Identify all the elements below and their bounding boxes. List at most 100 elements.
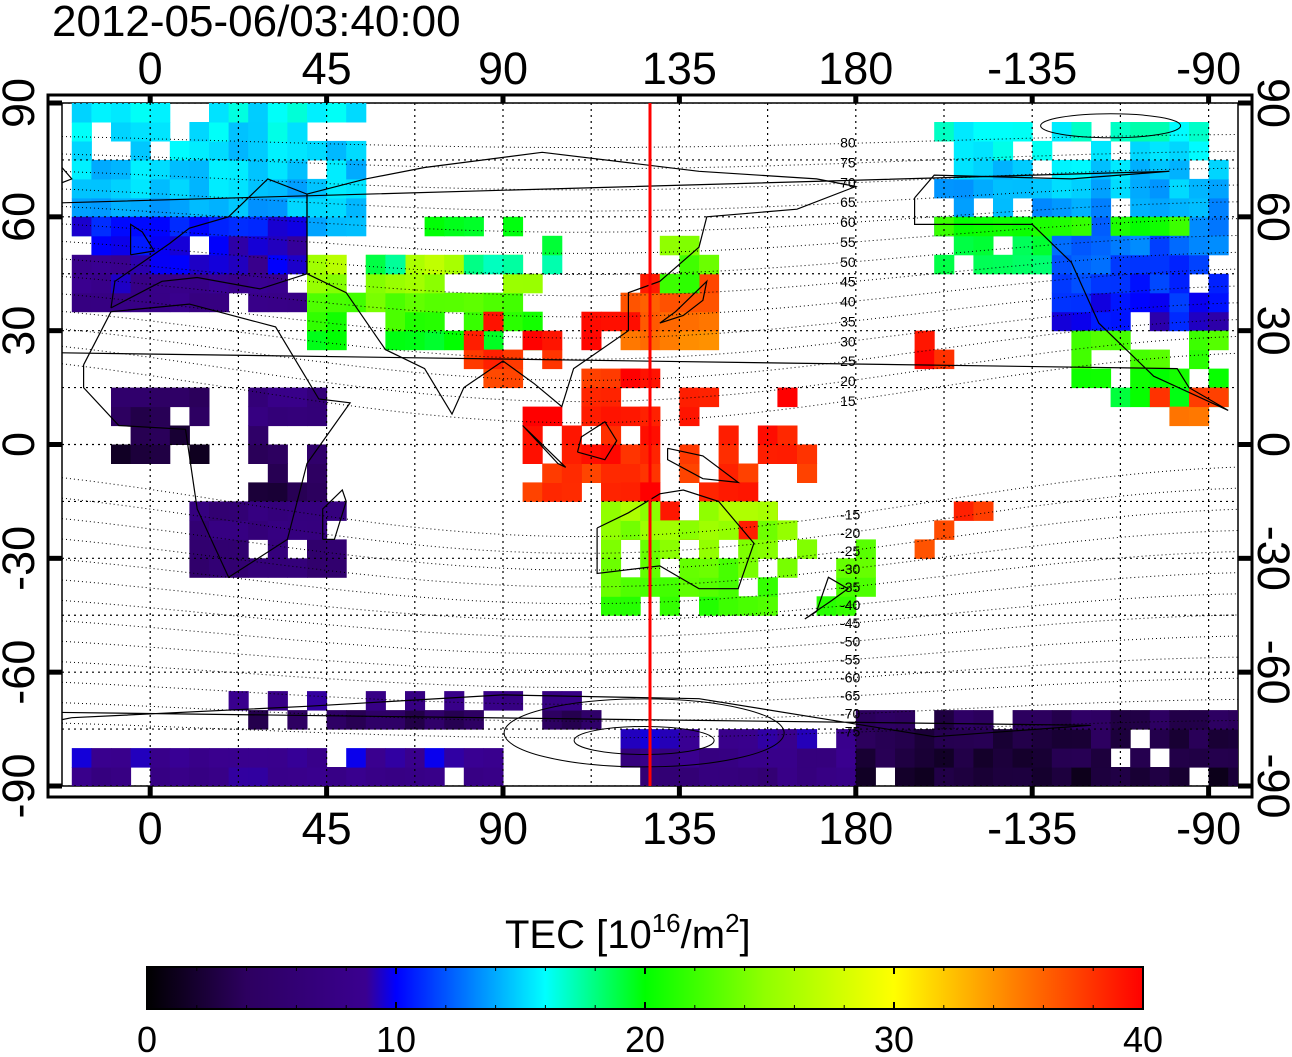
- contour-label: -15: [840, 507, 860, 523]
- tec-cell: [953, 178, 974, 199]
- tec-cell: [1091, 216, 1112, 237]
- tec-cell: [1149, 767, 1170, 786]
- tec-cell: [659, 577, 680, 597]
- right-tick-label: -60: [1248, 640, 1292, 705]
- tec-cell: [209, 122, 230, 142]
- tec-cell: [91, 767, 112, 786]
- mag-contour: [62, 235, 1238, 275]
- tec-cell: [1110, 311, 1131, 332]
- tec-cell: [424, 311, 445, 332]
- tec-cell: [287, 748, 308, 768]
- contour-label: -65: [840, 687, 860, 703]
- tec-cell: [1051, 197, 1072, 218]
- tec-cell: [1130, 122, 1151, 142]
- tec-cell: [111, 406, 132, 427]
- tec-cell: [993, 140, 1014, 161]
- contour-label: -30: [840, 561, 860, 577]
- tec-cell: [169, 216, 190, 237]
- tec-cell: [1130, 216, 1151, 237]
- tec-cell: [169, 140, 190, 161]
- tec-cell: [875, 710, 896, 730]
- tec-cell: [601, 596, 622, 616]
- tec-cell: [111, 254, 132, 275]
- right-tick-label: 30: [1248, 306, 1292, 356]
- tec-cell: [307, 482, 328, 502]
- tec-cell: [699, 520, 720, 540]
- colorbar-tick-label: 0: [137, 1019, 157, 1057]
- tec-cell: [993, 748, 1014, 768]
- tec-cell: [659, 292, 680, 313]
- tec-cell: [130, 406, 151, 427]
- mag-contour: [62, 551, 1238, 605]
- tec-cell: [561, 463, 582, 483]
- tec-cell: [248, 520, 269, 540]
- tec-cell: [679, 520, 700, 540]
- tec-cell: [209, 159, 230, 180]
- tec-cell: [228, 254, 249, 275]
- tec-cell: [1149, 178, 1170, 199]
- tec-cell: [699, 748, 720, 768]
- tec-cell: [1189, 292, 1210, 313]
- tec-cell: [659, 501, 680, 521]
- tec-cell: [169, 425, 190, 445]
- contour-label: 70: [840, 174, 856, 190]
- right-tick-label: 60: [1248, 192, 1292, 242]
- tec-cell: [875, 748, 896, 768]
- tec-cell: [1189, 729, 1210, 749]
- tec-cell: [1091, 729, 1112, 749]
- tec-cell: [248, 140, 269, 161]
- tec-cell: [953, 122, 974, 142]
- tec-cell: [1012, 159, 1033, 180]
- tec-cell: [1169, 748, 1190, 768]
- tec-cell: [699, 577, 720, 597]
- tec-cell: [287, 235, 308, 256]
- tec-cell: [71, 103, 92, 123]
- tec-cell: [130, 122, 151, 142]
- tec-cell: [267, 103, 288, 123]
- tec-cell: [855, 577, 876, 597]
- tec-cell: [1228, 710, 1238, 730]
- tec-cell: [307, 501, 328, 521]
- tec-cell: [973, 748, 994, 768]
- tec-cell: [150, 197, 171, 218]
- tec-cell: [1051, 235, 1072, 256]
- tec-cell: [1091, 140, 1112, 161]
- tec-cell: [816, 748, 837, 768]
- tec-cell: [973, 710, 994, 730]
- tec-cell: [267, 501, 288, 521]
- tec-cell: [444, 292, 465, 313]
- tec-cell: [267, 235, 288, 256]
- tec-cell: [503, 292, 524, 313]
- tec-cell: [130, 197, 151, 218]
- tec-cell: [209, 178, 230, 199]
- tec-cell: [248, 292, 269, 313]
- tec-cell: [620, 577, 641, 597]
- tec-cell: [1071, 159, 1092, 180]
- contour-label: 80: [840, 135, 856, 151]
- tec-cell: [326, 710, 347, 730]
- tec-cell: [718, 501, 739, 521]
- tec-cell: [1228, 729, 1238, 749]
- tec-cell: [522, 444, 543, 464]
- tec-cell: [326, 103, 347, 123]
- tec-cell: [934, 254, 955, 275]
- top-tick-label: -90: [1176, 43, 1241, 94]
- tec-cell: [679, 273, 700, 294]
- tec-cell: [1012, 254, 1033, 275]
- tec-cell: [1091, 710, 1112, 730]
- tec-cell: [581, 710, 602, 730]
- tec-cell: [1208, 292, 1229, 313]
- tec-cell: [659, 235, 680, 256]
- tec-cell: [914, 748, 935, 768]
- tec-cell: [973, 216, 994, 237]
- mag-contour: [62, 572, 1238, 621]
- colorbar-tick-label: 40: [1123, 1019, 1163, 1057]
- tec-cell: [914, 539, 935, 559]
- mag-contour: [62, 593, 1238, 638]
- tec-cell: [1051, 767, 1072, 786]
- tec-cell: [463, 254, 484, 275]
- tec-cell: [1149, 216, 1170, 237]
- tec-cell: [1091, 254, 1112, 275]
- tec-cell: [1149, 349, 1170, 370]
